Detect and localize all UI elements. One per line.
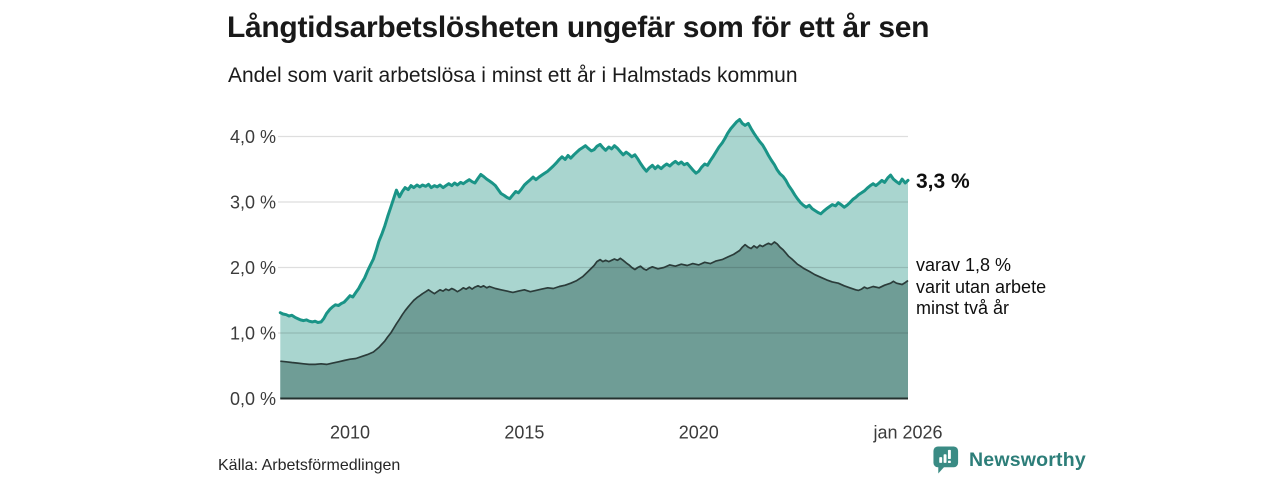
y-axis-tick-label: 1,0 % [230, 324, 276, 344]
page-title: Långtidsarbetslösheten ungefär som för e… [227, 11, 930, 44]
area-two-years [280, 242, 908, 399]
x-axis-tick-label: 2010 [330, 423, 370, 443]
x-axis-tick-label: 2020 [679, 423, 719, 443]
x-axis-tick-label: jan 2026 [872, 423, 942, 443]
newsworthy-icon [933, 446, 959, 474]
chart-axis-labels: 0,0 % 1,0 % 2,0 % 3,0 % 4,0 % 2010 2015 2020 jan… [230, 127, 943, 443]
x-axis-tick-label: 2015 [504, 423, 544, 443]
line-two-years [280, 241, 909, 366]
source-note: Källa: Arbetsförmedlingen [218, 457, 401, 474]
chart-areas [280, 119, 908, 399]
y-axis-tick-label: 2,0 % [230, 258, 276, 278]
page-subtitle: Andel som varit arbetslösa i minst ett å… [228, 64, 798, 87]
two-year-annotation-line3: minst två år [916, 298, 1010, 318]
y-axis-tick-label: 4,0 % [230, 127, 276, 147]
newsworthy-logo: Newsworthy [932, 445, 1086, 475]
line-total [278, 118, 910, 324]
chart-lines [278, 118, 910, 366]
two-year-annotation-line2: varit utan arbete [916, 276, 1047, 297]
two-year-series-annotation: varav 1,8 % varit utan arbete minst två … [916, 255, 1046, 320]
y-axis-tick-label: 3,0 % [230, 193, 276, 213]
latest-total-value-label: 3,3 % [916, 170, 970, 193]
y-axis-tick-label: 0,0 % [230, 389, 276, 409]
two-year-annotation-line1: varav 1,8 % [916, 255, 1012, 275]
newsworthy-wordmark: Newsworthy [969, 448, 1086, 471]
